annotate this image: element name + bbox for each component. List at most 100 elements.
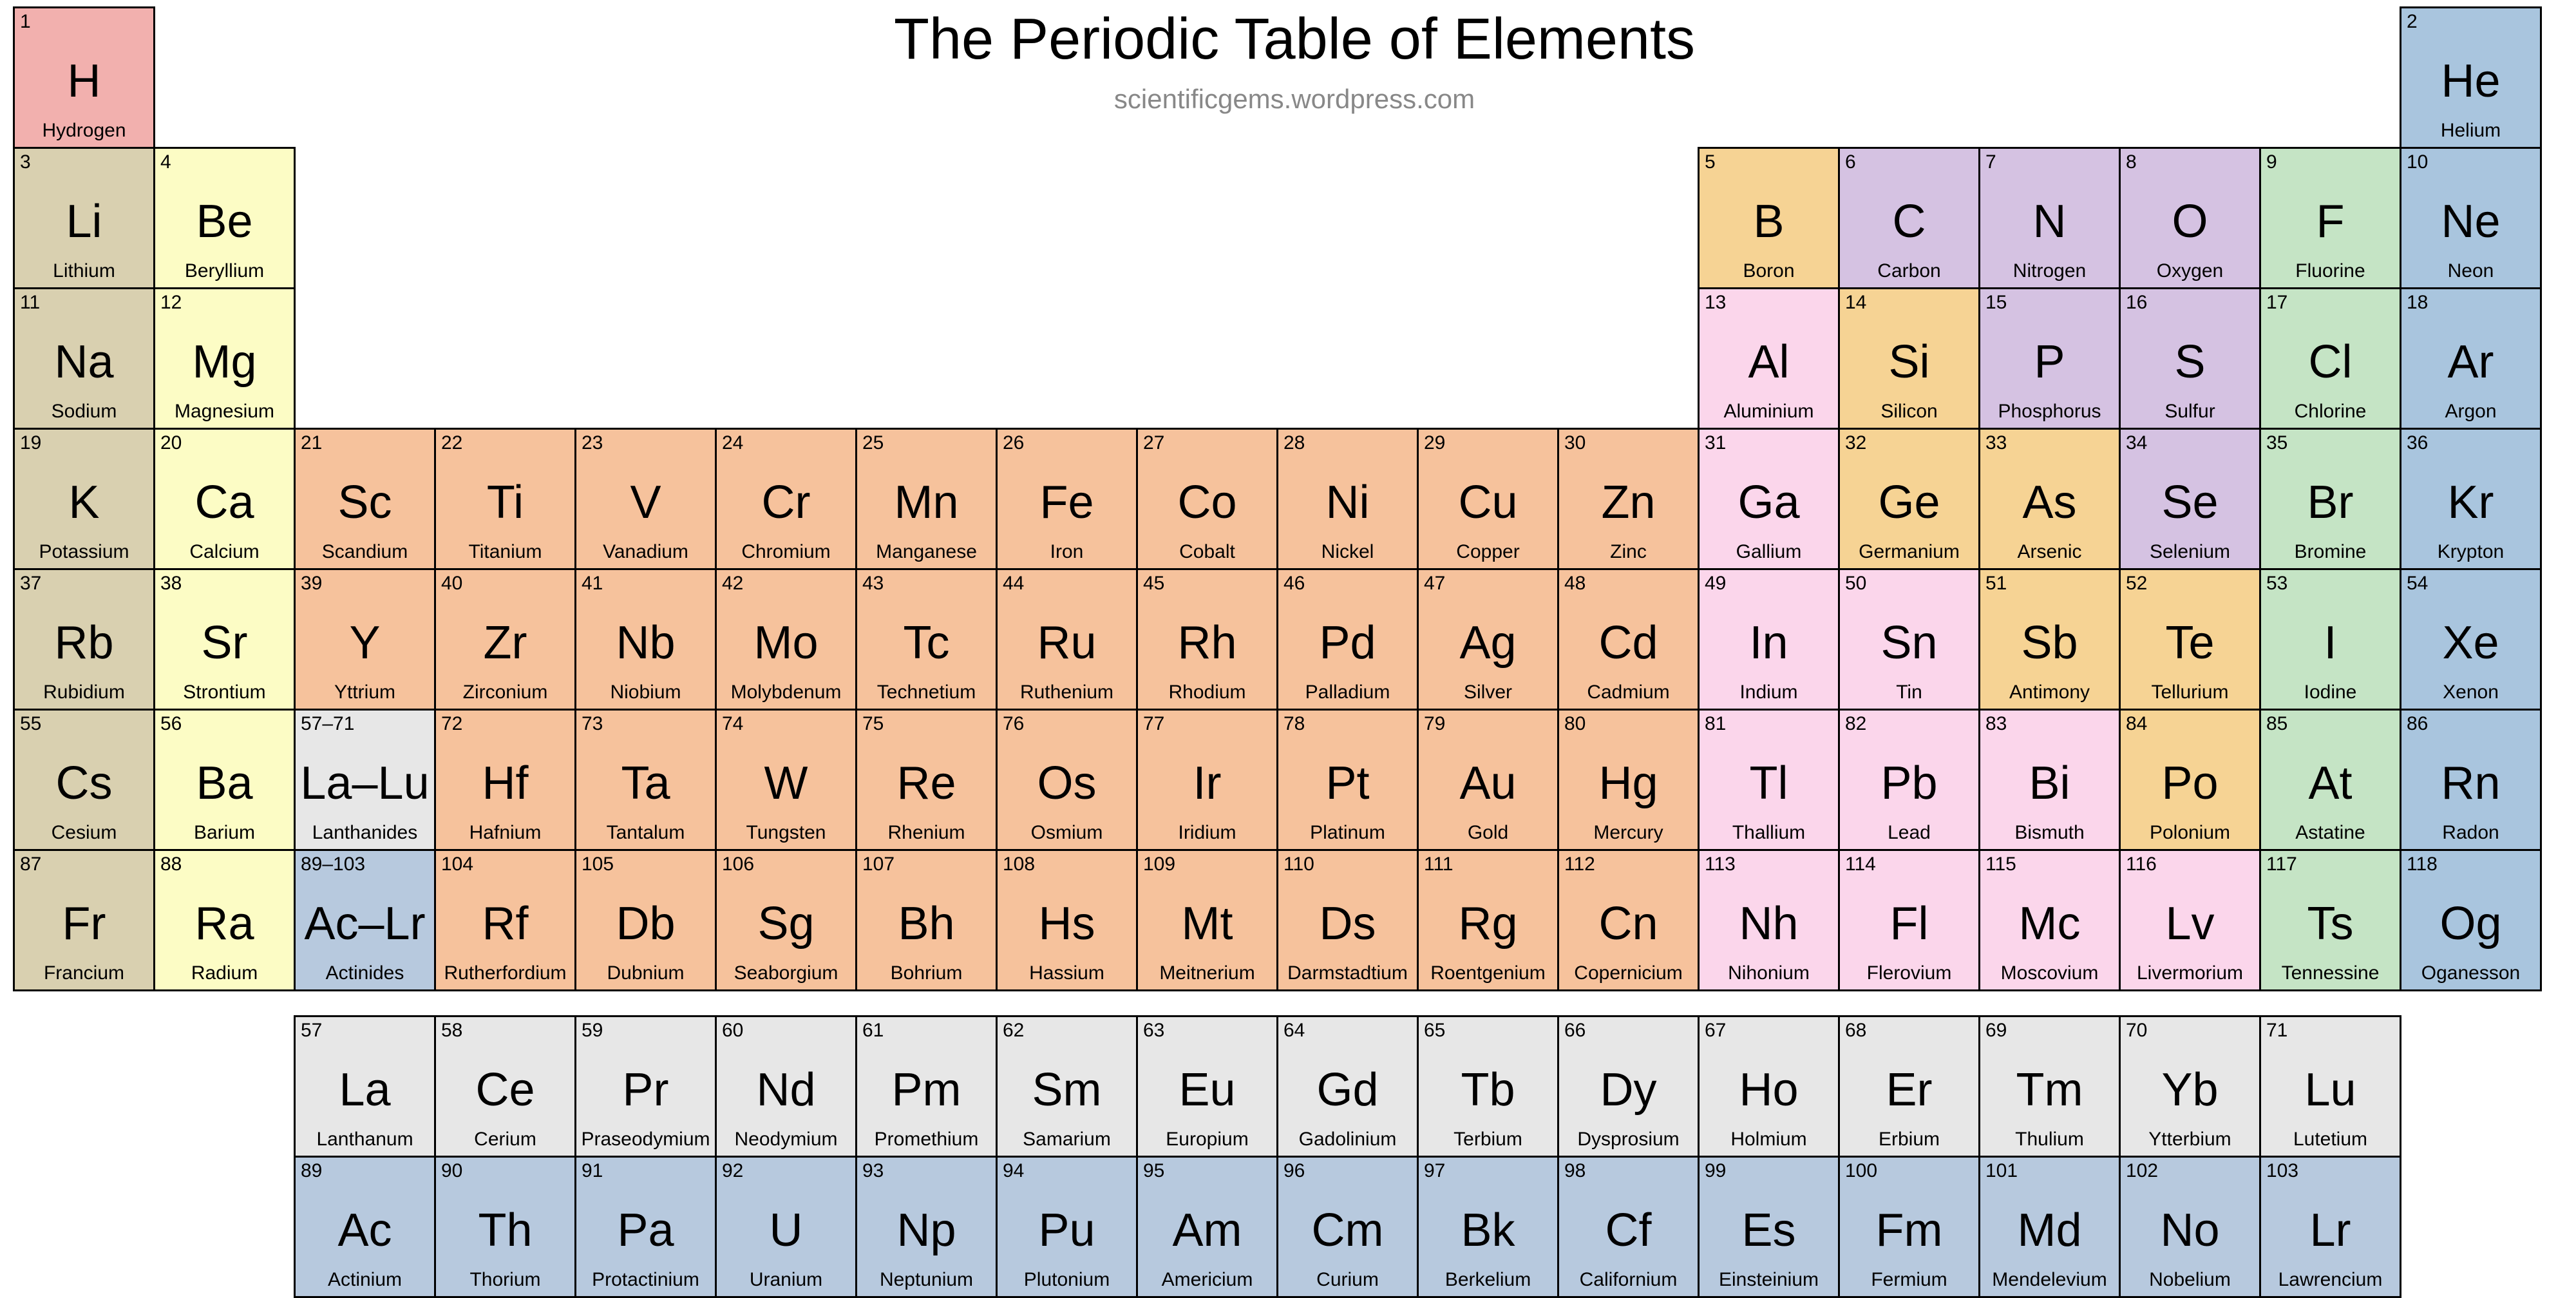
element-name: Uranium [717,1269,855,1291]
element-symbol: Sc [337,479,392,526]
element-name: Technetium [857,682,996,703]
element-cell: 58CeCerium [434,1015,576,1158]
element-symbol: Sg [757,901,814,947]
element-name: Zinc [1559,541,1698,563]
element-number: 17 [2266,292,2287,314]
element-symbol: Rb [54,620,113,666]
element-number: 109 [1143,854,1175,875]
element-symbol: Fm [1876,1207,1943,1254]
element-name: Tin [1840,682,1978,703]
element-cell: 6CCarbon [1838,147,1980,289]
element-name: Lanthanides [296,822,434,844]
element-name: Aluminium [1700,401,1838,423]
element-symbol: Rg [1458,901,1517,947]
element-symbol: Be [196,198,252,245]
element-number: 90 [441,1160,462,1182]
element-name: Lead [1840,822,1978,844]
element-name: Selenium [2121,541,2259,563]
element-cell: 37RbRubidium [13,568,155,711]
element-cell: 4BeBeryllium [153,147,296,289]
element-cell: 18ArArgon [2400,287,2542,430]
element-number: 94 [1003,1160,1024,1182]
element-symbol: Bi [2029,760,2070,806]
element-symbol: Cr [762,479,811,526]
element-name: Roentgenium [1419,962,1557,984]
element-number: 95 [1143,1160,1164,1182]
element-cell: 113NhNihonium [1698,849,1840,991]
element-number: 52 [2126,573,2147,595]
element-symbol: Cu [1458,479,1517,526]
element-number: 72 [441,713,462,735]
element-cell: 98CfCalifornium [1557,1156,1700,1298]
element-cell: 100FmFermium [1838,1156,1980,1298]
element-cell: 87FrFrancium [13,849,155,991]
element-number: 43 [862,573,884,595]
element-cell: 8OOxygen [2119,147,2261,289]
element-symbol: Ti [487,479,524,526]
element-symbol: Tb [1461,1067,1515,1113]
element-number: 44 [1003,573,1024,595]
element-name: Neon [2401,260,2540,282]
element-number: 30 [1564,432,1586,454]
element-symbol: Fe [1039,479,1094,526]
element-name: Germanium [1840,541,1978,563]
element-symbol: P [2034,339,2065,385]
element-number: 88 [160,854,182,875]
element-symbol: Ta [621,760,670,806]
element-number: 49 [1705,573,1726,595]
element-name: Silver [1419,682,1557,703]
element-cell: 104RfRutherfordium [434,849,576,991]
element-cell: 83BiBismuth [1978,709,2121,851]
element-symbol: Pr [623,1067,669,1113]
element-cell: 34SeSelenium [2119,428,2261,570]
element-name: Hassium [998,962,1136,984]
element-cell: 22TiTitanium [434,428,576,570]
element-number: 99 [1705,1160,1726,1182]
element-symbol: I [2324,620,2336,666]
element-symbol: Np [896,1207,956,1254]
element-cell: 116LvLivermorium [2119,849,2261,991]
element-symbol: Ac [337,1207,392,1254]
element-symbol: C [1893,198,1926,245]
element-symbol: Ir [1193,760,1222,806]
element-name: Oxygen [2121,260,2259,282]
element-cell: 77IrIridium [1136,709,1278,851]
element-symbol: Al [1748,339,1789,385]
element-number: 50 [1845,573,1866,595]
element-symbol: Na [54,339,113,385]
element-symbol: Th [478,1207,532,1254]
element-name: Flerovium [1840,962,1978,984]
element-name: Praseodymium [576,1129,715,1150]
page-title: The Periodic Table of Elements [6,6,2576,73]
element-symbol: Os [1037,760,1096,806]
element-cell: 10NeNeon [2400,147,2542,289]
element-symbol: Dy [1600,1067,1657,1113]
element-name: Californium [1559,1269,1698,1291]
element-number: 45 [1143,573,1164,595]
element-symbol: Ts [2307,901,2354,947]
element-symbol: Rf [482,901,529,947]
element-number: 81 [1705,713,1726,735]
element-name: Sodium [15,401,153,423]
element-cell: 66DyDysprosium [1557,1015,1700,1158]
element-symbol: Ba [196,760,252,806]
element-name: Manganese [857,541,996,563]
element-cell: 49InIndium [1698,568,1840,711]
element-symbol: Pm [892,1067,961,1113]
element-cell: 72HfHafnium [434,709,576,851]
element-number: 48 [1564,573,1586,595]
element-symbol: No [2160,1207,2219,1254]
element-cell: 106SgSeaborgium [715,849,857,991]
element-number: 82 [1845,713,1866,735]
element-cell: 50SnTin [1838,568,1980,711]
element-symbol: Md [2017,1207,2081,1254]
element-number: 76 [1003,713,1024,735]
element-cell: 20CaCalcium [153,428,296,570]
element-number: 26 [1003,432,1024,454]
element-cell: 16SSulfur [2119,287,2261,430]
element-symbol: Mc [2019,901,2081,947]
element-name: Molybdenum [717,682,855,703]
element-number: 68 [1845,1020,1866,1042]
element-number: 39 [301,573,322,595]
element-symbol: Ar [2448,339,2494,385]
